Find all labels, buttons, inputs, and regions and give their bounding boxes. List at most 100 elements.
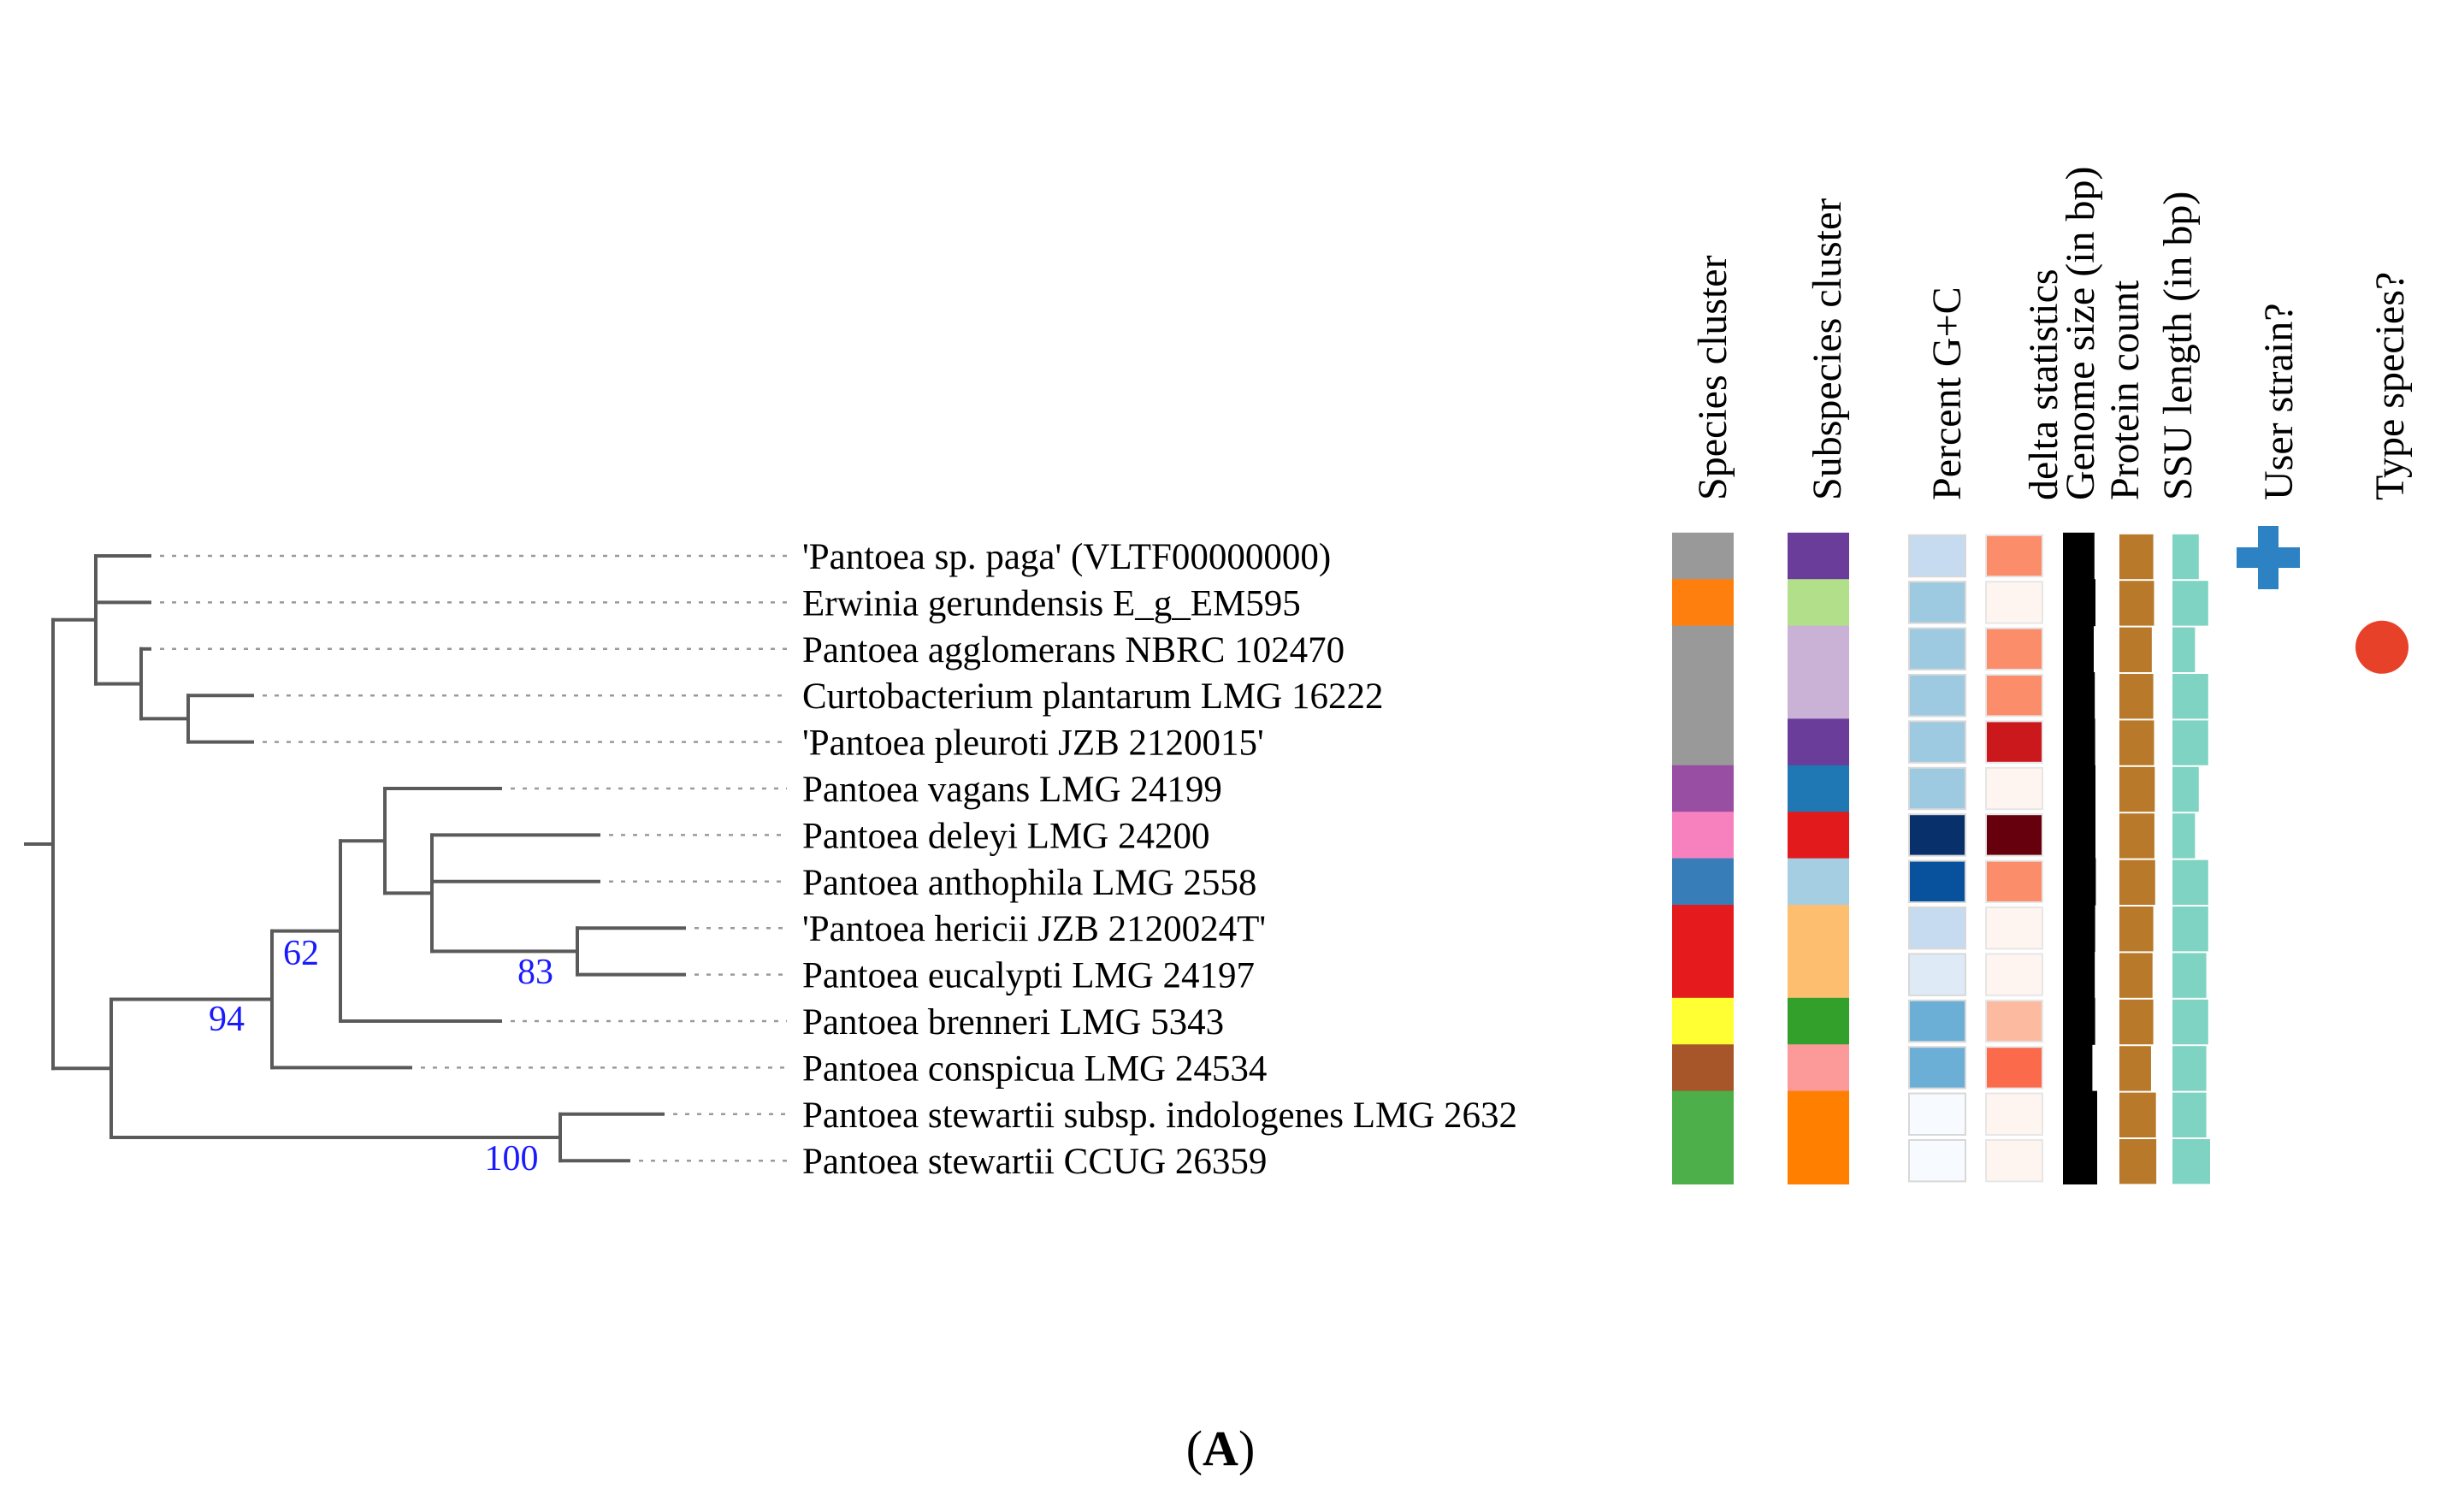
delta-cell — [1985, 813, 2043, 857]
ssu-length-bar — [2172, 627, 2196, 672]
species-cluster-cell — [1672, 951, 1734, 999]
taxon-label: 'Pantoea sp. paga' (VLTF00000000) — [802, 537, 1331, 577]
column-header-genome: Genome size (in bp) — [2058, 166, 2103, 500]
genome-size-bar — [2063, 625, 2094, 673]
species-cluster-cell — [1672, 858, 1734, 906]
column-header-subspecies-cluster: Subspecies cluster — [1805, 198, 1850, 500]
delta-cell — [1985, 1046, 2043, 1090]
delta-cell — [1985, 1139, 2043, 1183]
protein-count-bar — [2119, 953, 2153, 998]
genome-size-bar — [2063, 1044, 2093, 1092]
genome-size-bar — [2063, 951, 2095, 999]
taxon-label: Pantoea agglomerans NBRC 102470 — [802, 630, 1345, 670]
subspecies-cluster-cell — [1788, 1090, 1849, 1138]
column-header-delta: delta statistics — [2021, 269, 2066, 500]
species-cluster-cell — [1672, 1044, 1734, 1092]
ssu-length-bar — [2172, 813, 2196, 859]
ssu-length-bar — [2172, 953, 2207, 998]
genome-size-bar — [2063, 1090, 2097, 1138]
column-header-species-cluster: Species cluster — [1690, 255, 1735, 500]
delta-cell — [1985, 1092, 2043, 1136]
user-strain-marker — [2258, 526, 2278, 589]
gc-cell — [1908, 1139, 1966, 1183]
protein-count-bar — [2119, 859, 2155, 905]
subspecies-cluster-cell — [1788, 951, 1849, 999]
ssu-length-bar — [2172, 674, 2208, 719]
taxon-label: Curtobacterium plantarum LMG 16222 — [802, 676, 1384, 717]
tree-branches — [24, 554, 686, 1163]
genome-size-bar — [2063, 718, 2095, 766]
protein-count-bar — [2119, 581, 2154, 626]
species-cluster-cell — [1672, 625, 1734, 673]
taxon-label: Pantoea conspicua LMG 24534 — [802, 1048, 1267, 1089]
ssu-length-bar — [2172, 907, 2208, 952]
subspecies-cluster-cell — [1788, 905, 1849, 952]
genome-size-bar — [2063, 812, 2095, 859]
ssu-length-bar — [2172, 534, 2199, 580]
ssu-length-bar — [2172, 859, 2208, 905]
taxon-label: Pantoea stewartii CCUG 26359 — [802, 1142, 1267, 1182]
genome-size-bar — [2063, 579, 2095, 627]
subspecies-cluster-cell — [1788, 1137, 1849, 1184]
species-cluster-cell — [1672, 532, 1734, 580]
bootstrap-value: 94 — [209, 1000, 245, 1039]
bootstrap-value: 62 — [283, 934, 319, 973]
protein-count-bar — [2119, 627, 2152, 672]
species-cluster-cell — [1672, 997, 1734, 1045]
species-cluster-cell — [1672, 718, 1734, 766]
gc-cell — [1908, 859, 1966, 903]
species-cluster-cell — [1672, 1137, 1734, 1184]
gc-cell — [1908, 907, 1966, 950]
gc-cell — [1908, 1092, 1966, 1136]
species-cluster-cell — [1672, 905, 1734, 952]
species-cluster-cell — [1672, 765, 1734, 812]
column-header-protein: Protein count — [2102, 280, 2148, 500]
gc-cell — [1908, 534, 1966, 578]
gc-cell — [1908, 581, 1966, 624]
species-cluster-cell — [1672, 812, 1734, 859]
genome-size-bar — [2063, 1137, 2097, 1184]
delta-cell — [1985, 859, 2043, 903]
protein-count-bar — [2119, 720, 2154, 765]
column-header-gc: Percent G+C — [1924, 286, 1970, 500]
protein-count-bar — [2119, 674, 2154, 719]
subspecies-cluster-cell — [1788, 1044, 1849, 1092]
ssu-length-bar — [2172, 1046, 2207, 1091]
taxon-label: Pantoea anthophila LMG 2558 — [802, 863, 1256, 903]
protein-count-bar — [2119, 1139, 2157, 1184]
gc-cell — [1908, 999, 1966, 1043]
genome-size-bar — [2063, 672, 2095, 719]
species-cluster-cell — [1672, 579, 1734, 627]
subspecies-cluster-cell — [1788, 718, 1849, 766]
subspecies-cluster-cell — [1788, 579, 1849, 627]
leader-lines — [160, 554, 787, 1162]
protein-count-bar — [2119, 999, 2154, 1045]
subspecies-cluster-cell — [1788, 532, 1849, 580]
protein-count-bar — [2119, 907, 2154, 952]
delta-cell — [1985, 534, 2043, 578]
subspecies-cluster-cell — [1788, 812, 1849, 859]
gc-cell — [1908, 766, 1966, 811]
bootstrap-labels: 62 83 94 100 — [209, 934, 553, 1178]
taxon-label: Pantoea deleyi LMG 24200 — [802, 816, 1210, 856]
gc-cell — [1908, 627, 1966, 670]
gc-cell — [1908, 720, 1966, 764]
taxon-label: Pantoea brenneri LMG 5343 — [802, 1002, 1224, 1042]
annotation-columns — [1672, 526, 2408, 1184]
taxon-label: 'Pantoea pleuroti JZB 2120015' — [802, 724, 1264, 764]
taxon-label: Pantoea vagans LMG 24199 — [802, 770, 1222, 810]
ssu-length-bar — [2172, 999, 2208, 1045]
delta-cell — [1985, 907, 2043, 950]
delta-cell — [1985, 627, 2043, 670]
bootstrap-value: 100 — [485, 1139, 539, 1178]
taxon-label: 'Pantoea hericii JZB 2120024T' — [802, 909, 1266, 949]
gc-cell — [1908, 813, 1966, 857]
genome-size-bar — [2063, 905, 2095, 952]
subspecies-cluster-cell — [1788, 997, 1849, 1045]
delta-cell — [1985, 999, 2043, 1043]
column-headers: Species cluster Subspecies cluster Percent… — [1690, 166, 2413, 500]
column-header-ssu: SSU length (in bp) — [2155, 192, 2201, 500]
delta-cell — [1985, 953, 2043, 996]
